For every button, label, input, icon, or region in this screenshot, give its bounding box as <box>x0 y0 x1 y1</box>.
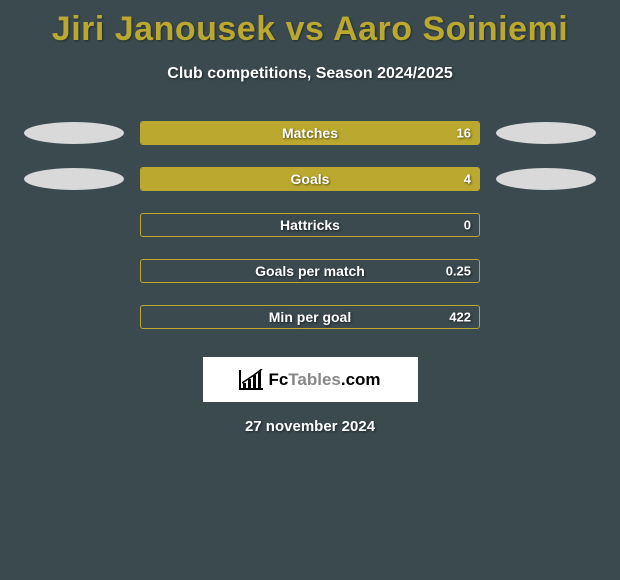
stat-bar: Matches 16 <box>140 121 480 145</box>
logo-text: FcTables.com <box>268 370 380 390</box>
stat-label: Goals <box>291 171 330 187</box>
stat-value: 0.25 <box>446 264 471 279</box>
stat-bar: Hattricks 0 <box>140 213 480 237</box>
stat-label: Matches <box>282 125 338 141</box>
stat-bar: Goals 4 <box>140 167 480 191</box>
left-marker <box>24 168 124 190</box>
stat-row: Goals per match 0.25 <box>20 259 600 283</box>
stat-label: Goals per match <box>255 263 365 279</box>
page-title: Jiri Janousek vs Aaro Soiniemi <box>0 0 620 49</box>
stat-row: Min per goal 422 <box>20 305 600 329</box>
stat-value: 4 <box>464 172 471 187</box>
stat-bar: Goals per match 0.25 <box>140 259 480 283</box>
stat-row: Matches 16 <box>20 121 600 145</box>
stat-label: Hattricks <box>280 217 340 233</box>
left-marker <box>24 122 124 144</box>
logo-prefix: Fc <box>268 370 288 389</box>
stat-label: Min per goal <box>269 309 351 325</box>
stat-bar: Min per goal 422 <box>140 305 480 329</box>
stat-value: 0 <box>464 218 471 233</box>
stat-value: 422 <box>449 310 471 325</box>
stat-row: Hattricks 0 <box>20 213 600 237</box>
right-marker <box>496 122 596 144</box>
right-marker <box>496 168 596 190</box>
logo-box: FcTables.com <box>203 357 418 402</box>
logo-tld: .com <box>341 370 381 389</box>
logo-suffix: Tables <box>288 370 341 389</box>
stat-row: Goals 4 <box>20 167 600 191</box>
subtitle: Club competitions, Season 2024/2025 <box>0 65 620 83</box>
logo-chart-icon <box>239 370 263 390</box>
stat-value: 16 <box>457 126 471 141</box>
stat-bars: Matches 16 Goals 4 Hattricks 0 Goals per match… <box>0 121 620 351</box>
date-text: 27 november 2024 <box>0 418 620 435</box>
